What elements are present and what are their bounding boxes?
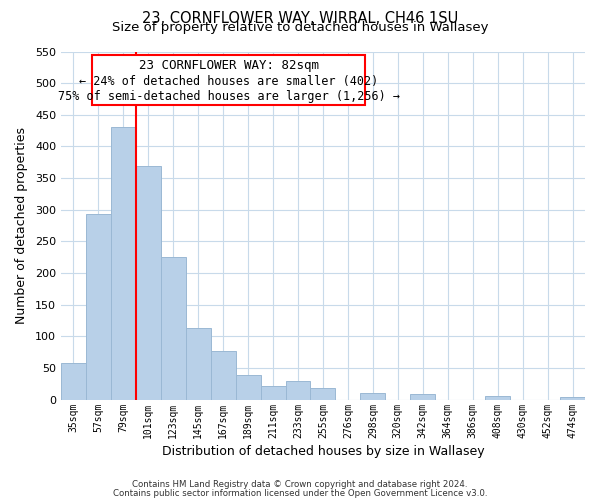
Bar (186, 328, 211, 400)
Bar (310, 388, 335, 400)
Y-axis label: Number of detached properties: Number of detached properties (15, 127, 28, 324)
Bar (161, 256, 186, 400)
Bar (410, 394, 435, 400)
Text: 23 CORNFLOWER WAY: 82sqm: 23 CORNFLOWER WAY: 82sqm (139, 59, 319, 72)
Text: Size of property relative to detached houses in Wallasey: Size of property relative to detached ho… (112, 21, 488, 34)
Bar (211, 352, 236, 400)
Text: ← 24% of detached houses are smaller (402): ← 24% of detached houses are smaller (40… (79, 75, 378, 88)
X-axis label: Distribution of detached houses by size in Wallasey: Distribution of detached houses by size … (161, 444, 484, 458)
Bar (236, 376, 260, 400)
Bar (111, 128, 136, 400)
Bar (61, 364, 86, 400)
Bar (136, 166, 161, 400)
Bar (560, 397, 585, 400)
FancyBboxPatch shape (92, 55, 365, 106)
Bar (260, 386, 286, 400)
Bar (86, 214, 111, 400)
Bar (286, 381, 310, 400)
Text: 75% of semi-detached houses are larger (1,256) →: 75% of semi-detached houses are larger (… (58, 90, 400, 103)
Bar (361, 392, 385, 400)
Text: Contains HM Land Registry data © Crown copyright and database right 2024.: Contains HM Land Registry data © Crown c… (132, 480, 468, 489)
Bar (485, 396, 510, 400)
Text: 23, CORNFLOWER WAY, WIRRAL, CH46 1SU: 23, CORNFLOWER WAY, WIRRAL, CH46 1SU (142, 11, 458, 26)
Text: Contains public sector information licensed under the Open Government Licence v3: Contains public sector information licen… (113, 488, 487, 498)
